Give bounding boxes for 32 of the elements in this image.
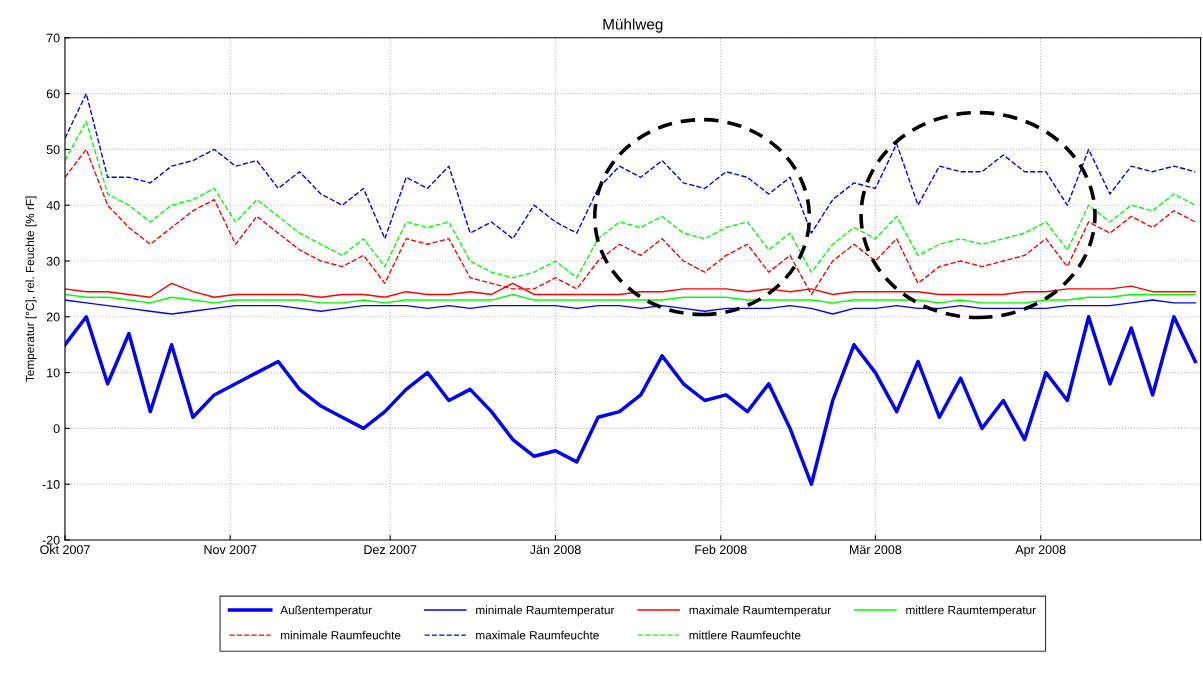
line-series	[64, 299, 1196, 315]
legend-label: maximale Raumfeuchte	[476, 630, 599, 640]
x-tick-label: Mär 2008	[849, 545, 902, 555]
x-tick-label: Okt 2007	[40, 544, 90, 555]
x-tick-label: Dez 2007	[364, 545, 417, 555]
line-series	[64, 293, 1196, 304]
y-tick-label: -20	[42, 535, 60, 545]
y-tick-label: 70	[46, 33, 60, 43]
y-tick-label: 10	[47, 368, 60, 378]
legend-label: mittlere Raumtemperatur	[906, 605, 1036, 617]
y-axis-title: Temperatur [°C], rel. Feuchte [% rF]	[25, 196, 37, 382]
x-tick-label: Nov 2007	[204, 545, 257, 555]
line-series	[64, 315, 1197, 486]
legend-label: maximale Raumtemperatur	[689, 605, 831, 617]
line-series	[64, 148, 1196, 296]
legend-label: minimale Raumfeuchte	[281, 630, 401, 640]
y-tick-label: 40	[46, 201, 60, 210]
y-tick-label: 50	[46, 145, 60, 155]
y-tick-label: 0	[53, 424, 60, 434]
line-series	[64, 120, 1196, 279]
legend-label: minimale Raumtemperatur	[476, 605, 615, 617]
legend-label: mittlere Raumfeuchte	[689, 630, 801, 640]
y-tick-label: 60	[46, 89, 60, 99]
line-series	[64, 92, 1196, 240]
y-tick-label: 30	[46, 256, 60, 266]
x-tick-label: Jän 2008	[529, 545, 581, 555]
y-tick-label: 20	[46, 312, 60, 322]
x-tick-label: Apr 2008	[1015, 545, 1066, 557]
y-tick-label: -10	[42, 480, 60, 489]
legend-label: Außentemperatur	[280, 605, 372, 617]
chart-title: Mühlweg	[603, 18, 663, 33]
x-tick-label: Feb 2008	[695, 544, 747, 555]
